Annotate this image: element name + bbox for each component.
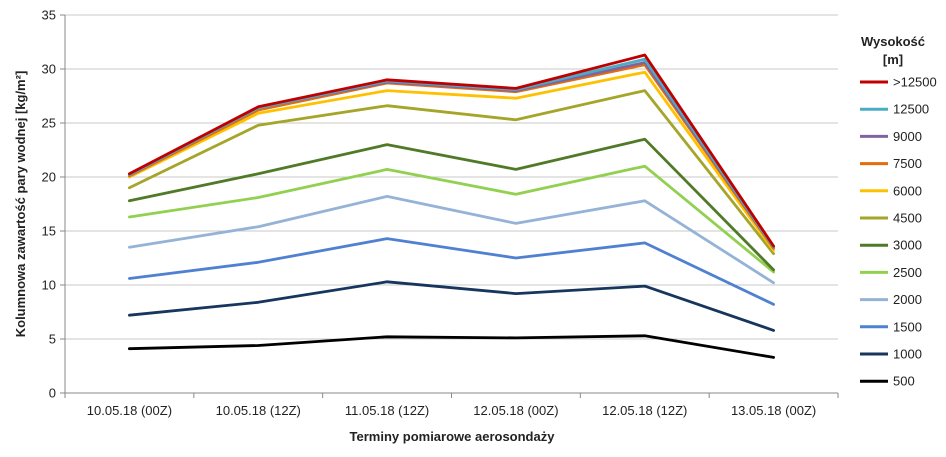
legend-label: 1500 bbox=[893, 319, 922, 334]
y-tick-label: 30 bbox=[42, 62, 56, 77]
legend-items: >12500 12500 9000 7500 6000 4500 3000 2500 2000 1… bbox=[860, 75, 937, 389]
y-axis-title: Kolumnowa zawartość pary wodnej [kg/m²] bbox=[13, 71, 28, 338]
x-tick-label: 12.05.18 (12Z) bbox=[602, 403, 687, 418]
legend-item: 500 bbox=[860, 374, 915, 389]
legend-item: 4500 bbox=[860, 211, 922, 226]
y-tick-label: 10 bbox=[42, 278, 56, 293]
legend-label: 3000 bbox=[893, 238, 922, 253]
series-line-2000 bbox=[127, 194, 775, 285]
legend-item: 12500 bbox=[860, 102, 929, 117]
y-tick-label: 5 bbox=[49, 332, 56, 347]
legend-label: 6000 bbox=[893, 183, 922, 198]
x-tick-label: 11.05.18 (12Z) bbox=[345, 403, 429, 418]
series-line-6000 bbox=[127, 70, 775, 252]
series-line-1500 bbox=[127, 237, 775, 306]
series-line-500 bbox=[127, 334, 775, 359]
y-tick-label: 0 bbox=[49, 386, 56, 401]
legend-label: >12500 bbox=[893, 75, 937, 90]
legend-item: 1500 bbox=[860, 319, 922, 334]
y-tick-label: 20 bbox=[42, 170, 56, 185]
series-lines bbox=[127, 53, 775, 359]
x-tick-label: 12.05.18 (00Z) bbox=[473, 403, 558, 418]
legend-label: 500 bbox=[893, 374, 915, 389]
legend-label: 4500 bbox=[893, 211, 922, 226]
series-line-4500 bbox=[127, 89, 775, 256]
x-axis-title: Terminy pomiarowe aerosondaży bbox=[350, 429, 556, 444]
legend-item: 2500 bbox=[860, 265, 922, 280]
x-tick-label: 13.05.18 (00Z) bbox=[731, 403, 816, 418]
legend-item: 6000 bbox=[860, 183, 922, 198]
legend-item: 2000 bbox=[860, 292, 922, 307]
series-line-3000 bbox=[127, 137, 775, 272]
axes bbox=[64, 15, 839, 398]
y-tick-label: 35 bbox=[42, 8, 56, 23]
y-tick-labels: 0 5 10 15 20 25 30 35 bbox=[42, 8, 56, 401]
series-line-1000 bbox=[127, 280, 775, 332]
series-line-gt12500 bbox=[127, 53, 775, 248]
legend-item: 1000 bbox=[860, 347, 922, 362]
legend-item: >12500 bbox=[860, 75, 937, 90]
legend: Wysokość [m] >12500 12500 9000 7500 6000 4500… bbox=[860, 34, 937, 389]
legend-label: 1000 bbox=[893, 347, 922, 362]
y-tick-label: 25 bbox=[42, 116, 56, 131]
legend-label: 12500 bbox=[893, 102, 929, 117]
legend-label: 7500 bbox=[893, 156, 922, 171]
y-tick-label: 15 bbox=[42, 224, 56, 239]
legend-label: 9000 bbox=[893, 129, 922, 144]
series-line-9000 bbox=[127, 61, 775, 249]
legend-label: 2500 bbox=[893, 265, 922, 280]
legend-item: 9000 bbox=[860, 129, 922, 144]
legend-label: 2000 bbox=[893, 292, 922, 307]
legend-title-line-2: [m] bbox=[883, 52, 903, 67]
x-tick-labels: 10.05.18 (00Z) 10.05.18 (12Z) 11.05.18 (12… bbox=[87, 403, 816, 418]
legend-item: 3000 bbox=[860, 238, 922, 253]
series-line-2500 bbox=[127, 164, 775, 274]
x-tick-label: 10.05.18 (00Z) bbox=[87, 403, 172, 418]
x-tick-label: 10.05.18 (12Z) bbox=[216, 403, 301, 418]
legend-item: 7500 bbox=[860, 156, 922, 171]
grid-lines bbox=[60, 14, 838, 394]
legend-title-line-1: Wysokość bbox=[861, 34, 925, 49]
